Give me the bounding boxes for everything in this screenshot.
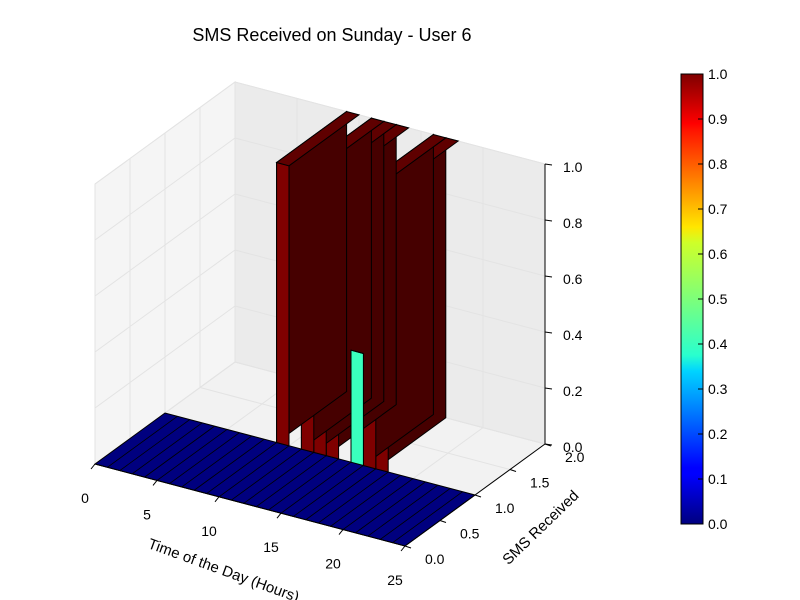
x-tick-label: 15: [263, 539, 279, 555]
floor-hour-line: [193, 438, 265, 491]
x-tick-mark: [276, 512, 282, 519]
y-tick-label: 2.0: [565, 449, 585, 465]
floor-hour-line: [355, 481, 426, 534]
z-tick-mark: [544, 219, 553, 222]
z-tick-label: 0.4: [563, 327, 583, 343]
y-tick-mark: [439, 520, 447, 523]
bars-group: [275, 110, 460, 473]
y-tick-mark: [509, 469, 517, 472]
z-tick-label: 0.8: [563, 215, 583, 231]
colorbar-tick-label: 0.1: [708, 471, 728, 487]
floor-hour-line: [181, 435, 253, 488]
colorbar-tick-label: 0.2: [708, 426, 728, 442]
z-tick-label: 0.0: [563, 439, 583, 455]
floor-hour-line: [218, 445, 290, 498]
colorbar-tick-label: 0.6: [708, 246, 728, 262]
x-tick-mark: [338, 529, 344, 535]
floor-hour-line: [379, 488, 451, 540]
floor-hour-line: [107, 415, 178, 468]
colorbar-tick-label: 0.9: [708, 111, 728, 127]
bar-front-face: [350, 349, 364, 467]
z-tick-labels: 0.0 0.2 0.4 0.6 0.8 1.0: [544, 159, 583, 455]
colorbar-tick-label: 0.5: [708, 291, 728, 307]
x-tick-mark: [214, 496, 220, 503]
colorbar-tick-label: 0.3: [708, 381, 728, 397]
z-tick-label: 1.0: [563, 159, 583, 175]
colorbar-tick-label: 0.7: [708, 201, 728, 217]
y-tick-label: 0.0: [425, 551, 445, 567]
x-tick-label: 10: [201, 523, 217, 539]
colorbar-ticks: 0.0 0.1 0.2 0.3 0.4 0.5 0.6 0.7 0.8 0.9 1.0: [698, 66, 728, 532]
y-tick-mark: [474, 494, 482, 498]
x-tick-mark: [400, 545, 406, 552]
floor-hour-line: [169, 432, 240, 485]
floor-hour-line: [280, 461, 352, 514]
z-tick-mark: [544, 443, 553, 446]
floor-hour-line: [305, 468, 377, 521]
bar-top-face: [275, 110, 361, 167]
floor-hour-line: [330, 474, 401, 527]
floor-hour-line: [293, 465, 364, 517]
colorbar-tick-label: 0.8: [708, 156, 728, 172]
floor-hour-line: [131, 422, 203, 475]
floor-hour-line: [243, 452, 315, 504]
floor-hour-line: [367, 484, 439, 537]
y-tick-label: 0.5: [460, 526, 480, 542]
floor-surface: [93, 412, 477, 547]
floor-hour-line: [119, 419, 191, 471]
floor-hour-line: [268, 458, 339, 511]
bar-front-face: [276, 161, 290, 447]
x-axis-line: [94, 463, 406, 547]
z-tick-mark: [544, 275, 553, 278]
x-tick-label: 20: [325, 556, 341, 572]
x-tick-mark: [152, 480, 158, 486]
floor-hour-line: [156, 429, 228, 481]
bar-top-face: [350, 349, 364, 354]
z-tick-mark: [544, 163, 553, 166]
bar: [350, 349, 364, 467]
floor-hour-line: [231, 448, 302, 501]
x-tick-mark: [90, 463, 96, 470]
colorbar-tick-label: 1.0: [708, 66, 728, 82]
x-tick-label: 5: [143, 506, 151, 522]
floor-hour-line: [255, 455, 327, 507]
z-tick-mark: [544, 331, 553, 334]
x-tick-label: 0: [81, 490, 89, 506]
y-tick-mark: [404, 545, 412, 549]
y-tick-label: 1.5: [530, 475, 550, 491]
floor-hour-line: [144, 425, 215, 478]
floor-hour-line: [317, 471, 389, 524]
bar: [275, 110, 361, 447]
colorbar-tick-label: 0.4: [708, 336, 728, 352]
floor-hour-line: [342, 478, 414, 530]
y-tick-label: 1.0: [495, 500, 515, 516]
z-tick-label: 0.6: [563, 271, 583, 287]
x-tick-label: 25: [387, 572, 403, 588]
chart-title: SMS Received on Sunday - User 6: [192, 25, 471, 45]
x-tick-labels: 0 5 10 15 20 25: [81, 463, 406, 588]
z-tick-label: 0.2: [563, 383, 583, 399]
floor-hour-line: [392, 491, 463, 544]
colorbar-tick-label: 0.0: [708, 516, 728, 532]
floor-hour-line: [206, 442, 277, 494]
z-tick-mark: [544, 387, 553, 390]
